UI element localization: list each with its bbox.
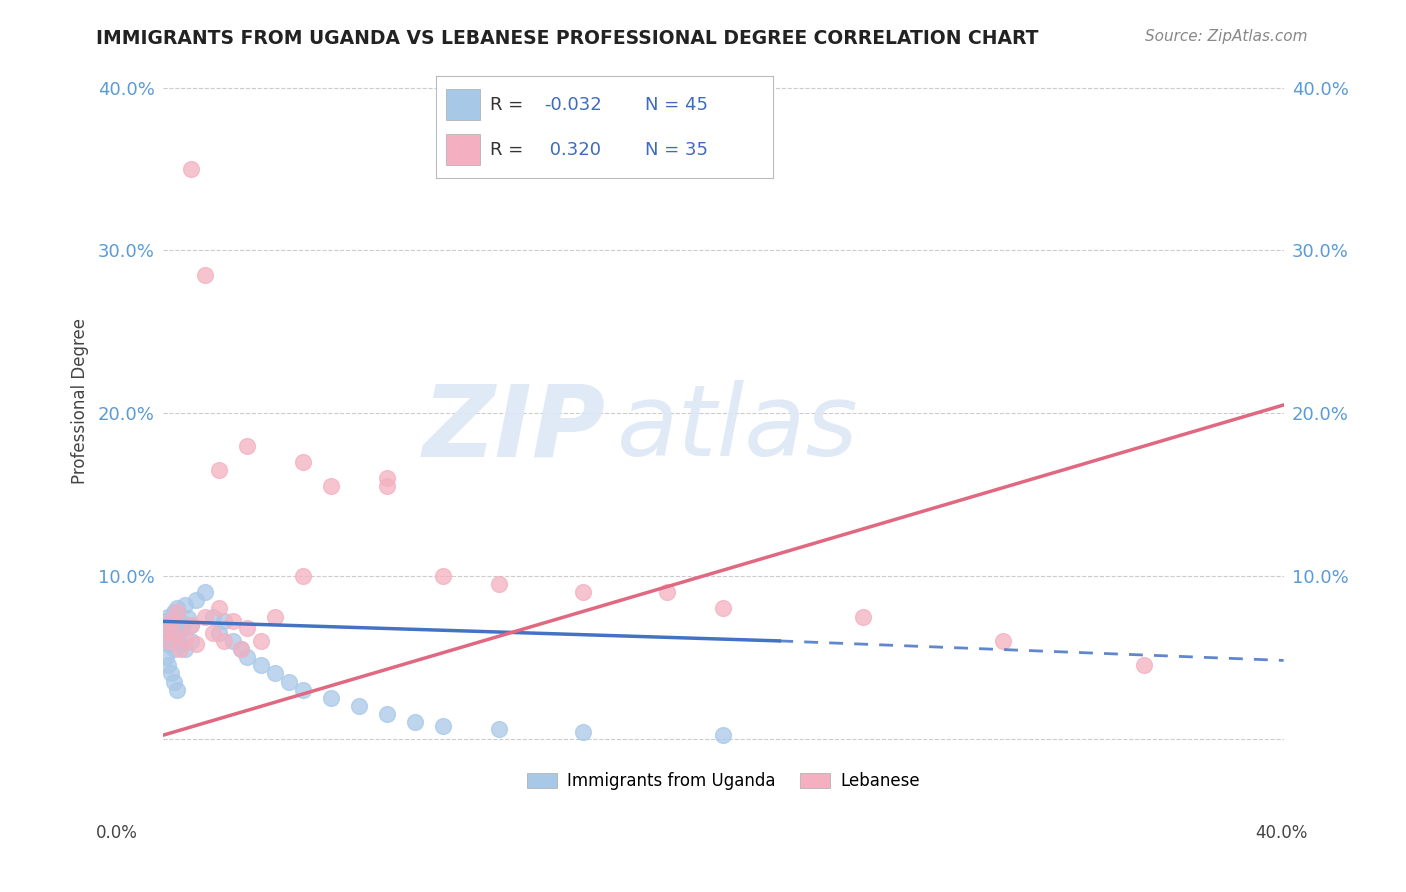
Point [202, 625, 225, 640]
Text: atlas: atlas [617, 380, 858, 477]
Point [169, 637, 191, 651]
Text: 0.0%: 0.0% [96, 824, 138, 842]
Point [186, 593, 208, 607]
Point [160, 631, 183, 645]
Text: R =: R = [489, 95, 529, 113]
Text: 0.320: 0.320 [544, 141, 600, 159]
Point [163, 625, 186, 640]
FancyBboxPatch shape [446, 135, 479, 165]
Point [711, 601, 734, 615]
Point [157, 625, 180, 640]
Point [180, 162, 202, 177]
Point [432, 569, 454, 583]
Point [347, 698, 370, 713]
Text: 40.0%: 40.0% [1256, 824, 1308, 842]
Point [160, 617, 183, 632]
Point [222, 634, 245, 648]
Point [186, 637, 208, 651]
Point [194, 609, 217, 624]
Point [250, 658, 273, 673]
Text: R =: R = [489, 141, 529, 159]
Point [263, 666, 285, 681]
Point [319, 479, 342, 493]
Point [319, 690, 342, 705]
Point [202, 609, 225, 624]
Point [236, 439, 259, 453]
Point [404, 715, 426, 730]
Point [174, 642, 197, 657]
Point [236, 621, 259, 635]
Point [177, 611, 200, 625]
Point [375, 479, 398, 493]
Point [236, 650, 259, 665]
FancyBboxPatch shape [446, 89, 479, 120]
Point [222, 615, 245, 629]
Point [169, 615, 191, 629]
Point [291, 569, 314, 583]
Point [180, 634, 202, 648]
Point [180, 617, 202, 632]
Point [432, 718, 454, 732]
Point [163, 674, 186, 689]
Point [157, 634, 180, 648]
Legend: Immigrants from Uganda, Lebanese: Immigrants from Uganda, Lebanese [520, 766, 927, 797]
Point [174, 598, 197, 612]
Point [160, 666, 183, 681]
Point [375, 707, 398, 722]
Point [166, 627, 188, 641]
Point [208, 601, 231, 615]
Point [1132, 658, 1154, 673]
Y-axis label: Professional Degree: Professional Degree [72, 318, 89, 483]
Point [160, 615, 183, 629]
Point [277, 674, 299, 689]
Point [169, 642, 191, 657]
Point [263, 609, 285, 624]
Point [291, 682, 314, 697]
Point [231, 642, 253, 657]
Text: N = 35: N = 35 [645, 141, 709, 159]
Point [214, 634, 236, 648]
Point [163, 605, 186, 619]
Point [657, 585, 679, 599]
Point [250, 634, 273, 648]
Point [711, 728, 734, 742]
Point [488, 577, 510, 591]
Point [572, 585, 595, 599]
Point [155, 650, 177, 665]
Point [172, 621, 194, 635]
Point [157, 637, 180, 651]
Point [214, 615, 236, 629]
Point [194, 268, 217, 282]
Point [163, 642, 186, 657]
Point [157, 609, 180, 624]
Point [157, 658, 180, 673]
Point [993, 634, 1015, 648]
Point [194, 585, 217, 599]
Text: N = 45: N = 45 [645, 95, 709, 113]
Text: IMMIGRANTS FROM UGANDA VS LEBANESE PROFESSIONAL DEGREE CORRELATION CHART: IMMIGRANTS FROM UGANDA VS LEBANESE PROFE… [96, 29, 1038, 47]
Point [852, 609, 875, 624]
Text: Source: ZipAtlas.com: Source: ZipAtlas.com [1144, 29, 1308, 44]
Point [155, 621, 177, 635]
Point [166, 601, 188, 615]
Point [155, 615, 177, 629]
Point [180, 617, 202, 632]
Text: -0.032: -0.032 [544, 95, 602, 113]
Point [231, 642, 253, 657]
Point [166, 682, 188, 697]
Point [572, 725, 595, 739]
Text: ZIP: ZIP [423, 380, 606, 477]
Point [488, 722, 510, 736]
Point [155, 621, 177, 635]
Point [208, 463, 231, 477]
Point [174, 631, 197, 645]
Point [208, 625, 231, 640]
Point [375, 471, 398, 485]
Point [155, 634, 177, 648]
Point [291, 455, 314, 469]
Point [166, 605, 188, 619]
